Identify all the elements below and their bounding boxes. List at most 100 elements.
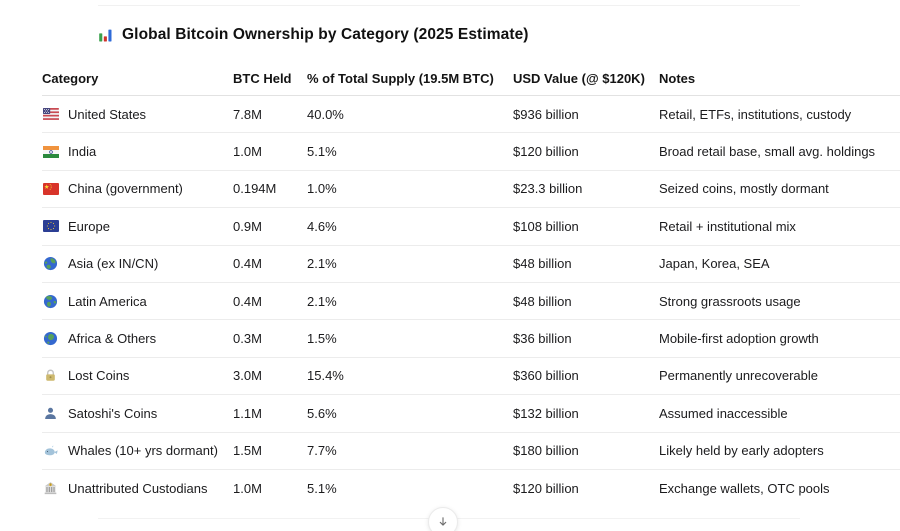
usd-value-cell: $36 billion	[513, 331, 572, 347]
ownership-table: Category BTC Held % of Total Supply (19.5M…	[42, 62, 900, 506]
category-cell: $ Unattributed Custodians	[42, 480, 233, 496]
pct-supply-cell: 5.1%	[307, 480, 337, 496]
btc-held-cell: 1.0M	[233, 144, 262, 160]
table-row: $ Unattributed Custodians 1.0M 5.1% $120 bil…	[42, 470, 900, 506]
bank-icon: $	[42, 480, 59, 496]
eu-flag-icon	[42, 218, 59, 234]
usd-value-cell: $936 billion	[513, 106, 579, 122]
btc-held-cell: 0.194M	[233, 181, 277, 197]
pct-supply-cell: 5.6%	[307, 405, 337, 421]
usd-value-cell: $180 billion	[513, 443, 579, 459]
category-cell: Whales (10+ yrs dormant)	[42, 443, 233, 459]
scroll-down-button[interactable]	[428, 507, 458, 531]
page-title-row: Global Bitcoin Ownership by Category (20…	[97, 26, 529, 44]
btc-held-cell: 0.4M	[233, 293, 262, 309]
table-body: United States 7.8M 40.0% $936 billion Retail…	[42, 96, 900, 506]
category-cell: Europe	[42, 218, 233, 234]
globe-americas-icon	[42, 293, 59, 309]
page-title: Global Bitcoin Ownership by Category (20…	[122, 26, 529, 43]
category-label: Lost Coins	[68, 368, 130, 384]
notes-cell: Retail + institutional mix	[659, 218, 796, 234]
category-cell: Asia (ex IN/CN)	[42, 256, 233, 272]
usd-value-cell: $48 billion	[513, 256, 572, 272]
usd-value-cell: $48 billion	[513, 293, 572, 309]
table-row: Europe 0.9M 4.6% $108 billion Retail + insti…	[42, 208, 900, 246]
usd-value-cell: $23.3 billion	[513, 181, 583, 197]
category-label: India	[68, 144, 97, 160]
category-cell: Latin America	[42, 293, 233, 309]
btc-held-cell: 0.9M	[233, 218, 262, 234]
btc-held-cell: 1.0M	[233, 480, 262, 496]
table-row: Africa & Others 0.3M 1.5% $36 billion Mobile…	[42, 320, 900, 358]
column-header: USD Value (@ $120K)	[513, 71, 645, 86]
pct-supply-cell: 15.4%	[307, 368, 344, 384]
pct-supply-cell: 2.1%	[307, 256, 337, 272]
lock-icon	[42, 368, 59, 384]
whale-icon	[42, 443, 59, 459]
btc-held-cell: 0.3M	[233, 331, 262, 347]
category-cell: United States	[42, 106, 233, 122]
btc-held-cell: 7.8M	[233, 106, 262, 122]
svg-text:$: $	[50, 484, 52, 486]
category-label: Europe	[68, 218, 110, 234]
category-label: Satoshi's Coins	[68, 405, 158, 421]
notes-cell: Strong grassroots usage	[659, 293, 801, 309]
category-label: Asia (ex IN/CN)	[68, 256, 159, 272]
btc-held-cell: 1.5M	[233, 443, 262, 459]
table-header-row: Category BTC Held % of Total Supply (19.5M…	[42, 62, 900, 96]
table-row: Lost Coins 3.0M 15.4% $360 billion Permanent…	[42, 358, 900, 396]
usd-value-cell: $360 billion	[513, 368, 579, 384]
category-cell: Satoshi's Coins	[42, 405, 233, 421]
usd-value-cell: $108 billion	[513, 218, 579, 234]
column-header: Notes	[659, 71, 696, 86]
table-row: Latin America 0.4M 2.1% $48 billion Strong g…	[42, 283, 900, 321]
notes-cell: Permanently unrecoverable	[659, 368, 818, 384]
column-header: % of Total Supply (19.5M BTC)	[307, 71, 494, 86]
pct-supply-cell: 2.1%	[307, 293, 337, 309]
person-icon	[42, 405, 59, 421]
btc-held-cell: 3.0M	[233, 368, 262, 384]
category-cell: Africa & Others	[42, 331, 233, 347]
category-label: China (government)	[68, 181, 183, 197]
pct-supply-cell: 4.6%	[307, 218, 337, 234]
table-row: United States 7.8M 40.0% $936 billion Retail…	[42, 96, 900, 134]
notes-cell: Mobile-first adoption growth	[659, 331, 819, 347]
category-label: Latin America	[68, 293, 147, 309]
btc-held-cell: 1.1M	[233, 405, 262, 421]
notes-cell: Japan, Korea, SEA	[659, 256, 770, 272]
table-row: India 1.0M 5.1% $120 billion Broad retail ba…	[42, 133, 900, 171]
category-label: Africa & Others	[68, 331, 157, 347]
table-row: Satoshi's Coins 1.1M 5.6% $132 billion Assum…	[42, 395, 900, 433]
top-divider	[98, 5, 800, 6]
india-flag-icon	[42, 144, 59, 160]
bar-chart-icon	[97, 27, 114, 43]
category-cell: Lost Coins	[42, 368, 233, 384]
pct-supply-cell: 7.7%	[307, 443, 337, 459]
category-label: United States	[68, 106, 147, 122]
globe-africa-icon	[42, 331, 59, 347]
usd-value-cell: $120 billion	[513, 144, 579, 160]
usd-value-cell: $132 billion	[513, 405, 579, 421]
category-cell: India	[42, 144, 233, 160]
column-header: BTC Held	[233, 71, 292, 86]
notes-cell: Likely held by early adopters	[659, 443, 824, 459]
notes-cell: Retail, ETFs, institutions, custody	[659, 106, 852, 122]
category-label: Whales (10+ yrs dormant)	[68, 443, 218, 459]
category-cell: China (government)	[42, 181, 233, 197]
notes-cell: Assumed inaccessible	[659, 405, 788, 421]
pct-supply-cell: 5.1%	[307, 144, 337, 160]
category-label: Unattributed Custodians	[68, 480, 208, 496]
usd-value-cell: $120 billion	[513, 480, 579, 496]
china-flag-icon	[42, 181, 59, 197]
table-row: Whales (10+ yrs dormant) 1.5M 7.7% $180 bil…	[42, 433, 900, 470]
table-row: China (government) 0.194M 1.0% $23.3 billio…	[42, 171, 900, 209]
table-row: Asia (ex IN/CN) 0.4M 2.1% $48 billion Japan,…	[42, 246, 900, 283]
globe-asia-icon	[42, 256, 59, 272]
arrow-down-icon	[435, 514, 452, 530]
notes-cell: Broad retail base, small avg. holdings	[659, 144, 876, 160]
us-flag-icon	[42, 106, 59, 122]
column-header: Category	[42, 71, 99, 86]
pct-supply-cell: 40.0%	[307, 106, 344, 122]
pct-supply-cell: 1.5%	[307, 331, 337, 347]
